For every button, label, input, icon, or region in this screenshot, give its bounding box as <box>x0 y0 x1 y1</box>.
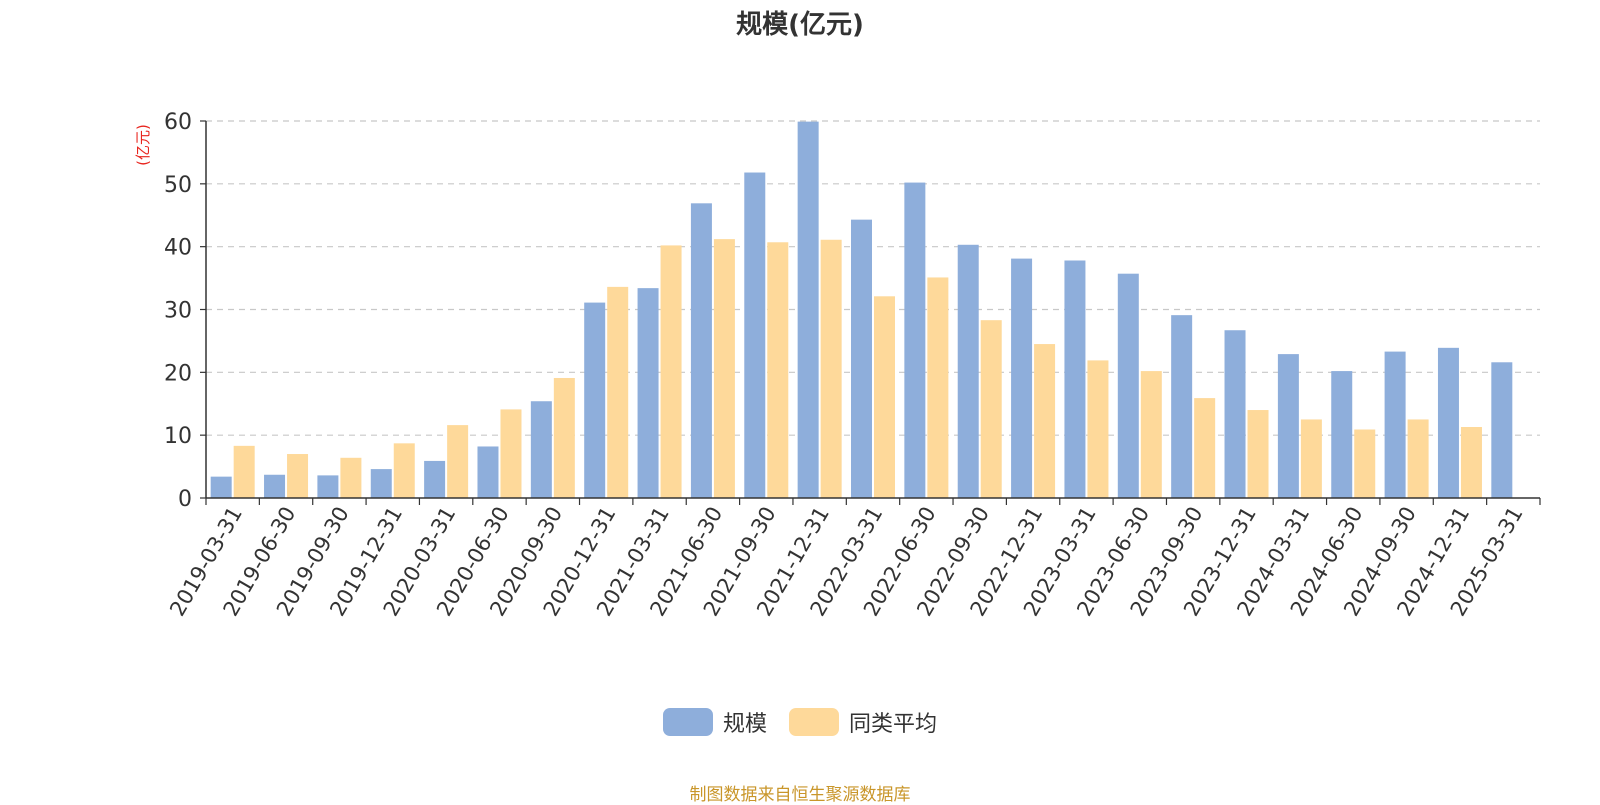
bar-peer-average-2021-12-31[interactable] <box>820 239 842 498</box>
bar-scale-2024-09-30[interactable] <box>1384 351 1406 498</box>
bar-peer-average-2022-06-30[interactable] <box>927 277 949 498</box>
bar-peer-average-2020-09-30[interactable] <box>553 377 575 498</box>
bar-peer-average-2022-12-31[interactable] <box>1034 344 1056 498</box>
bar-peer-average-2019-03-31[interactable] <box>233 445 255 498</box>
bar-scale-2023-09-30[interactable] <box>1171 315 1193 498</box>
bar-scale-2021-03-31[interactable] <box>637 288 659 498</box>
bar-peer-average-2019-09-30[interactable] <box>340 457 362 498</box>
bar-scale-2023-03-31[interactable] <box>1064 260 1086 498</box>
bar-peer-average-2020-12-31[interactable] <box>607 286 629 498</box>
bar-scale-2023-12-31[interactable] <box>1224 330 1246 498</box>
bar-peer-average-2019-06-30[interactable] <box>287 454 309 498</box>
bar-peer-average-2024-06-30[interactable] <box>1354 429 1376 498</box>
bar-peer-average-2024-03-31[interactable] <box>1300 419 1322 498</box>
bar-peer-average-2023-09-30[interactable] <box>1194 398 1216 498</box>
bar-scale-2022-09-30[interactable] <box>957 244 979 498</box>
bar-peer-average-2021-06-30[interactable] <box>713 239 735 499</box>
bar-scale-2022-03-31[interactable] <box>851 219 872 499</box>
bar-peer-average-2022-03-31[interactable] <box>874 296 895 498</box>
bar-peer-average-2021-09-30[interactable] <box>767 242 789 498</box>
bar-peer-average-2021-03-31[interactable] <box>660 245 682 498</box>
y-tick-label: 40 <box>164 236 192 261</box>
bar-scale-2019-06-30[interactable] <box>264 474 286 498</box>
bar-scale-2024-03-31[interactable] <box>1277 354 1299 498</box>
bar-scale-2021-09-30[interactable] <box>744 172 766 499</box>
legend-swatch-peer-average <box>789 708 839 736</box>
legend-item-peer-average[interactable]: 同类平均 <box>789 706 937 738</box>
bar-scale-2019-09-30[interactable] <box>317 475 339 498</box>
source-note: 制图数据来自恒生聚源数据库 <box>689 785 911 805</box>
legend-item-scale[interactable]: 规模 <box>662 706 767 738</box>
bar-scale-2022-12-31[interactable] <box>1011 258 1033 498</box>
bar-scale-2021-12-31[interactable] <box>797 121 819 499</box>
y-tick-label: 10 <box>164 424 192 449</box>
bar-scale-2019-12-31[interactable] <box>370 469 392 498</box>
y-tick-label: 0 <box>178 487 192 512</box>
y-axis-label: (亿元) <box>134 124 152 166</box>
bar-peer-average-2022-09-30[interactable] <box>980 320 1002 498</box>
y-tick-label: 50 <box>164 173 192 198</box>
bar-scale-2024-06-30[interactable] <box>1331 371 1353 498</box>
chart-title: 规模(亿元) <box>736 10 864 40</box>
bar-scale-2020-06-30[interactable] <box>477 446 499 498</box>
bar-peer-average-2024-12-31[interactable] <box>1460 426 1482 498</box>
bar-scale-2020-03-31[interactable] <box>424 460 446 498</box>
bar-scale-2020-12-31[interactable] <box>584 302 606 498</box>
gridlines <box>206 120 1540 436</box>
bar-scale-2025-03-31[interactable] <box>1491 362 1513 498</box>
bar-scale-2023-06-30[interactable] <box>1117 273 1139 498</box>
bar-peer-average-2024-09-30[interactable] <box>1407 419 1429 498</box>
legend-swatch-scale <box>662 708 713 736</box>
bar-peer-average-2023-03-31[interactable] <box>1087 360 1109 498</box>
bar-peer-average-2019-12-31[interactable] <box>393 443 415 498</box>
y-tick-label: 60 <box>164 110 192 135</box>
bar-peer-average-2023-12-31[interactable] <box>1247 410 1269 498</box>
bar-scale-2020-09-30[interactable] <box>530 401 552 498</box>
legend-label-scale: 规模 <box>722 712 767 737</box>
bar-peer-average-2020-03-31[interactable] <box>447 425 469 498</box>
bar-scale-2024-12-31[interactable] <box>1437 347 1459 498</box>
bar-peer-average-2023-06-30[interactable] <box>1140 371 1162 498</box>
legend: 规模 同类平均 <box>0 706 1600 738</box>
legend-label-peer-average: 同类平均 <box>849 712 938 737</box>
bar-scale-2021-06-30[interactable] <box>690 203 712 499</box>
bar-peer-average-2020-06-30[interactable] <box>500 409 522 498</box>
y-tick-label: 20 <box>164 361 192 386</box>
bar-scale-2022-06-30[interactable] <box>904 182 926 498</box>
bar-scale-2019-03-31[interactable] <box>210 476 232 498</box>
y-tick-label: 30 <box>164 299 192 324</box>
bars <box>210 121 1513 499</box>
